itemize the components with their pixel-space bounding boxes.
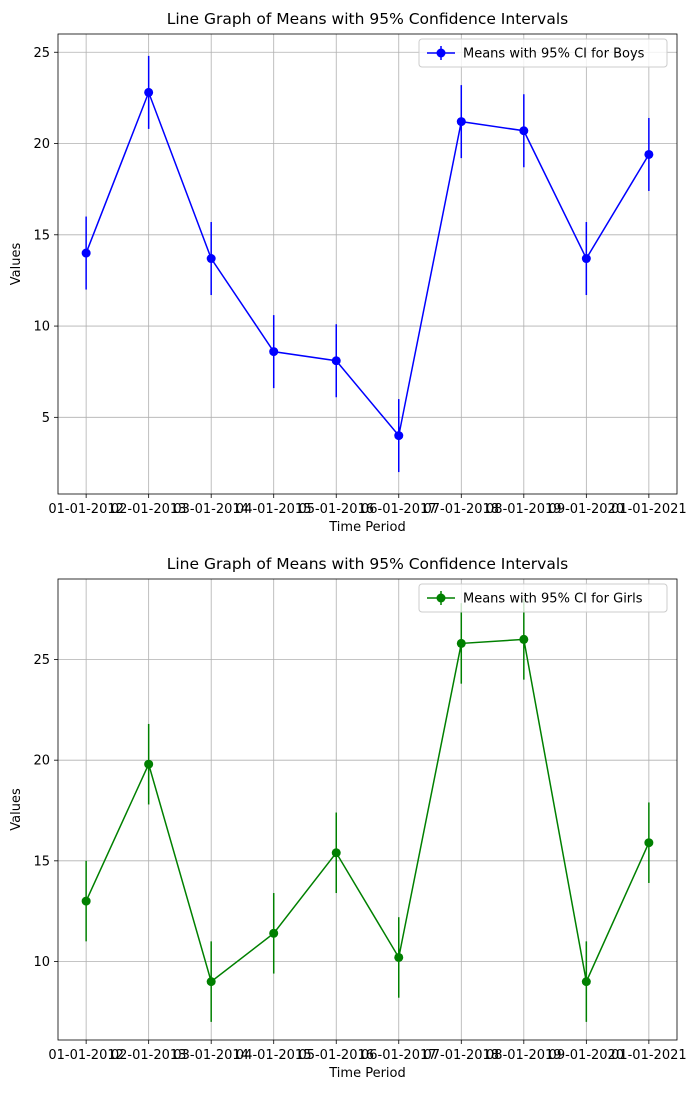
data-point (331, 848, 341, 858)
chart-boys: 01-01-201202-01-201303-01-201404-01-2015… (9, 10, 687, 535)
x-tick-label: 08-01-2019 (486, 1048, 562, 1063)
data-point (81, 896, 91, 906)
data-point (456, 117, 466, 127)
y-tick-label: 25 (33, 653, 50, 668)
data-point (144, 87, 154, 97)
data-point (644, 149, 654, 159)
x-tick-label: 02-01-2013 (111, 1048, 187, 1063)
x-tick-label: 01-01-2012 (48, 1048, 124, 1063)
axes-frame (57, 578, 678, 1041)
x-tick-label: 07-01-2018 (424, 1048, 500, 1063)
data-point (644, 838, 654, 848)
x-tick-label: 04-01-2015 (236, 502, 312, 517)
legend-box (418, 583, 668, 613)
y-tick-label: 5 (42, 411, 50, 426)
plot-area (81, 599, 654, 1022)
chart-title: Line Graph of Means with 95% Confidence … (167, 10, 569, 28)
data-point (269, 347, 279, 357)
data-point (144, 759, 154, 769)
data-point (394, 952, 404, 962)
y-axis-label: Values (9, 243, 24, 286)
data-point (331, 356, 341, 366)
x-tick-label: 06-01-2017 (361, 502, 437, 517)
legend-label: Means with 95% CI for Boys (463, 47, 645, 62)
x-tick-label: 09-01-2020 (549, 502, 625, 517)
x-tick-label: 07-01-2018 (424, 502, 500, 517)
data-point (206, 254, 216, 264)
data-point (206, 977, 216, 987)
data-point (456, 638, 466, 648)
x-tick-label: 06-01-2017 (361, 1048, 437, 1063)
x-tick-label: 05-01-2016 (298, 1048, 374, 1063)
data-point (581, 977, 591, 987)
x-tick-label: 03-01-2014 (173, 502, 249, 517)
y-tick-label: 15 (33, 228, 50, 243)
axes-frame (57, 33, 678, 495)
x-tick-label: 01-01-2012 (48, 502, 124, 517)
y-tick-label: 10 (33, 320, 50, 335)
legend-box (418, 38, 668, 68)
data-point (519, 634, 529, 644)
y-axis-label: Values (9, 788, 24, 831)
data-point (519, 126, 529, 136)
x-tick-label: 05-01-2016 (298, 502, 374, 517)
x-tick-label: 09-01-2020 (549, 1048, 625, 1063)
data-point (269, 928, 279, 938)
x-tick-label: 04-01-2015 (236, 1048, 312, 1063)
chart-girls: 01-01-201202-01-201303-01-201404-01-2015… (9, 555, 687, 1081)
data-point (581, 254, 591, 264)
x-axis-label: Time Period (328, 520, 405, 535)
legend-marker (436, 593, 446, 603)
data-point (394, 431, 404, 441)
data-point (81, 248, 91, 258)
y-tick-label: 20 (33, 137, 50, 152)
legend-marker (436, 48, 446, 58)
chart-title: Line Graph of Means with 95% Confidence … (167, 555, 569, 573)
series-line (85, 638, 650, 985)
x-tick-label: 01-01-2021 (611, 502, 687, 517)
y-tick-label: 20 (33, 754, 50, 769)
x-tick-label: 08-01-2019 (486, 502, 562, 517)
y-tick-label: 25 (33, 46, 50, 61)
x-tick-label: 03-01-2014 (173, 1048, 249, 1063)
x-tick-label: 02-01-2013 (111, 502, 187, 517)
x-axis-label: Time Period (328, 1066, 405, 1081)
y-tick-label: 15 (33, 854, 50, 869)
x-tick-label: 01-01-2021 (611, 1048, 687, 1063)
y-tick-label: 10 (33, 955, 50, 970)
legend-label: Means with 95% CI for Girls (463, 592, 643, 607)
series-line (85, 90, 650, 438)
plot-area (81, 55, 654, 473)
